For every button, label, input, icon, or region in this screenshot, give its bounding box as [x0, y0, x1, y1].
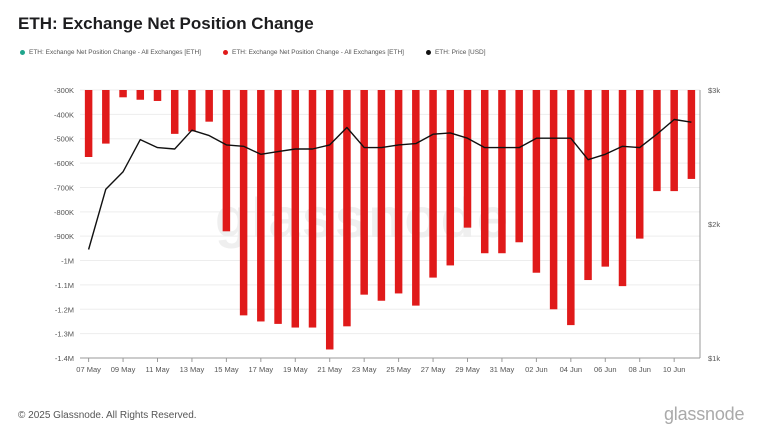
- x-tick-label: 13 May: [180, 365, 205, 374]
- bar: [567, 90, 575, 326]
- x-tick-label: 21 May: [317, 365, 342, 374]
- y-tick-label: -500K: [54, 135, 74, 144]
- bar: [515, 90, 523, 243]
- x-tick-label: 19 May: [283, 365, 308, 374]
- legend: ETH: Exchange Net Position Change - All …: [20, 49, 486, 56]
- legend-item-price[interactable]: ETH: Price [USD]: [425, 49, 486, 56]
- bar: [102, 90, 110, 144]
- x-tick-label: 15 May: [214, 365, 239, 374]
- y-tick-label: -1.1M: [55, 281, 74, 290]
- y-tick-label: -600K: [54, 159, 74, 168]
- glassnode-logo[interactable]: glassnode: [664, 404, 745, 424]
- x-axis-labels: 07 May 09 May 11 May 13 May 15 May 17 May 19 M…: [76, 365, 685, 374]
- legend-black-dot-icon: [425, 50, 431, 55]
- bar: [377, 90, 386, 301]
- price-line-series: [87, 118, 692, 250]
- copyright: © 2025 Glassnode. All Rights Reserved.: [18, 410, 197, 421]
- legend-item-netflow-red[interactable]: ETH: Exchange Net Position Change - All …: [222, 49, 404, 56]
- legend-label: ETH: Exchange Net Position Change - All …: [29, 49, 201, 56]
- y-tick-label: -1.2M: [55, 305, 74, 314]
- bar: [239, 90, 248, 316]
- bar: [84, 90, 93, 157]
- x-tick-label: 29 May: [455, 365, 480, 374]
- y-tick-label: -400K: [54, 110, 74, 119]
- bar: [188, 90, 196, 132]
- x-tick-label: 02 Jun: [525, 365, 548, 374]
- bar: [205, 90, 213, 122]
- x-tick-label: 27 May: [421, 365, 446, 374]
- bar: [446, 90, 455, 266]
- y2-tick-label: $2k: [708, 220, 720, 229]
- bar: [325, 90, 334, 350]
- x-tick-label: 06 Jun: [594, 365, 617, 374]
- chart-title: ETH: Exchange Net Position Change: [18, 14, 314, 33]
- bar: [532, 90, 541, 273]
- bar: [463, 90, 472, 228]
- bar: [119, 90, 127, 98]
- bar: [170, 90, 179, 134]
- legend-label: ETH: Price [USD]: [434, 49, 486, 56]
- bar: [136, 90, 145, 100]
- y-tick-label: -1M: [61, 257, 74, 266]
- axes: [80, 90, 701, 362]
- bar: [291, 90, 300, 328]
- bar: [687, 90, 696, 179]
- price-line: [87, 118, 692, 250]
- y-tick-label: -900K: [54, 232, 74, 241]
- bar: [360, 90, 368, 295]
- bar-series: [84, 90, 696, 350]
- bar: [394, 90, 403, 294]
- bar: [670, 90, 678, 192]
- x-tick-label: 07 May: [76, 365, 101, 374]
- x-tick-label: 25 May: [386, 365, 411, 374]
- y2-tick-label: $1k: [708, 354, 720, 363]
- y-tick-label: -700K: [54, 183, 74, 192]
- x-tick-label: 10 Jun: [663, 365, 686, 374]
- legend-red-dot-icon: [222, 50, 228, 55]
- y2-tick-label: $3k: [708, 86, 720, 95]
- bar: [635, 90, 644, 239]
- y-tick-label: -800K: [54, 208, 74, 217]
- x-tick-label: 09 May: [111, 365, 136, 374]
- x-tick-label: 17 May: [249, 365, 274, 374]
- bar: [222, 90, 231, 232]
- bar: [412, 90, 420, 306]
- x-tick-label: 08 Jun: [628, 365, 651, 374]
- bar: [257, 90, 265, 322]
- x-tick-label: 04 Jun: [560, 365, 583, 374]
- bar: [274, 90, 282, 324]
- x-tick-label: 11 May: [145, 365, 169, 374]
- legend-teal-dot-icon: [20, 50, 25, 55]
- bar: [601, 90, 610, 267]
- bar: [498, 90, 506, 254]
- bar: [308, 90, 317, 328]
- legend-item-netflow-teal[interactable]: ETH: Exchange Net Position Change - All …: [20, 49, 201, 56]
- bar: [549, 90, 558, 310]
- y-tick-label: -1.3M: [55, 330, 74, 339]
- bar: [153, 90, 162, 101]
- bar: [618, 90, 627, 287]
- bar: [480, 90, 489, 254]
- y-axis-labels: -300K -400K -500K -600K -700K -800K -900K -1M -1…: [54, 86, 74, 363]
- legend-label: ETH: Exchange Net Position Change - All …: [231, 49, 404, 56]
- x-tick-label: 31 May: [490, 365, 515, 374]
- y-tick-label: -1.4M: [55, 354, 74, 363]
- bar: [429, 90, 437, 278]
- y2-axis-labels: $3k $2k $1k: [708, 86, 720, 363]
- x-tick-label: 23 May: [352, 365, 377, 374]
- y-tick-label: -300K: [54, 86, 74, 95]
- bar: [653, 90, 661, 192]
- bar: [584, 90, 592, 281]
- bar: [343, 90, 351, 327]
